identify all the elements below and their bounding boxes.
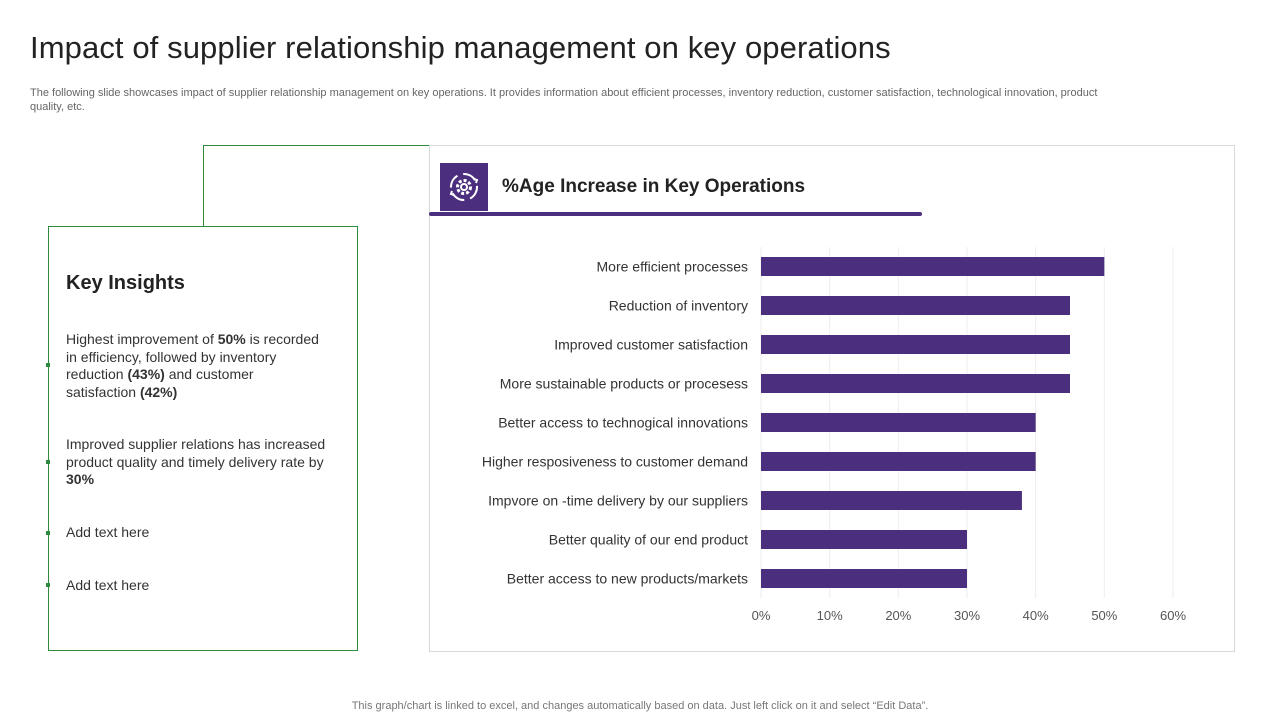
- category-label: More efficient processes: [597, 259, 748, 275]
- insight-text: Highest improvement of: [66, 331, 218, 347]
- insight-highlight: (42%): [139, 383, 178, 400]
- bullet-marker: [46, 363, 50, 367]
- footer-note: This graph/chart is linked to excel, and…: [351, 700, 929, 712]
- insight-text: Add text here: [66, 577, 150, 593]
- insight-text: is recorded in efficiency, followed by i…: [66, 331, 319, 383]
- gear-cycle-icon: [440, 163, 488, 211]
- chart-heading: %Age Increase in Key Operations: [502, 176, 806, 197]
- bar: [761, 491, 1022, 510]
- bar: [761, 452, 1036, 471]
- bar: [761, 374, 1070, 393]
- x-tick-label: 50%: [1091, 608, 1117, 623]
- page-subtitle: The following slide showcases impact of …: [30, 87, 1098, 113]
- insight-text: Add text here: [66, 524, 150, 540]
- bar: [761, 569, 967, 588]
- insight-highlight: (43%): [127, 366, 165, 383]
- bar: [761, 335, 1070, 354]
- x-tick-label: 20%: [885, 608, 911, 623]
- bar: [761, 296, 1070, 315]
- x-tick-label: 40%: [1023, 608, 1049, 623]
- insight-bullet-4: Add text here: [66, 577, 326, 595]
- key-insights-title: Key Insights: [66, 272, 185, 294]
- bar-chart: More efficient processes Reduction of inv…: [482, 247, 1186, 623]
- insight-text: Improved supplier relations has increase…: [66, 436, 326, 470]
- category-label: Better quality of our end product: [549, 532, 748, 548]
- chart-panel: [429, 145, 1235, 652]
- x-tick-label: 60%: [1160, 608, 1186, 623]
- category-label: Improved customer satisfaction: [554, 337, 748, 353]
- bar: [761, 257, 1105, 276]
- category-label: Higher resposiveness to customer demand: [482, 454, 748, 470]
- category-label: Better access to technogical innovations: [498, 415, 748, 431]
- insight-highlight: 50%: [217, 331, 246, 347]
- insight-highlight: 30%: [66, 471, 95, 488]
- x-tick-label: 30%: [954, 608, 980, 623]
- category-label: Better access to new products/markets: [507, 571, 748, 587]
- x-tick-label: 10%: [817, 608, 843, 623]
- key-insights-panel: [48, 226, 358, 651]
- x-tick-label: 0%: [752, 608, 771, 623]
- bar: [761, 413, 1036, 432]
- bullet-marker: [46, 583, 50, 587]
- page-title: Impact of supplier relationship manageme…: [30, 30, 891, 65]
- insight-bullet-3: Add text here: [66, 524, 326, 542]
- category-label: Reduction of inventory: [609, 298, 748, 314]
- bullet-marker: [46, 531, 50, 535]
- bar: [761, 530, 967, 549]
- insight-bullet-1: Highest improvement of 50% is recorded i…: [66, 331, 326, 401]
- heading-underline: [429, 212, 922, 216]
- insight-bullet-2: Improved supplier relations has increase…: [66, 436, 326, 489]
- category-label: More sustainable products or procesess: [500, 376, 748, 392]
- category-label: Impvore on -time delivery by our supplie…: [488, 493, 748, 509]
- bullet-marker: [46, 460, 50, 464]
- insight-text: and customer satisfaction: [66, 366, 254, 400]
- decorative-frame: [203, 145, 434, 236]
